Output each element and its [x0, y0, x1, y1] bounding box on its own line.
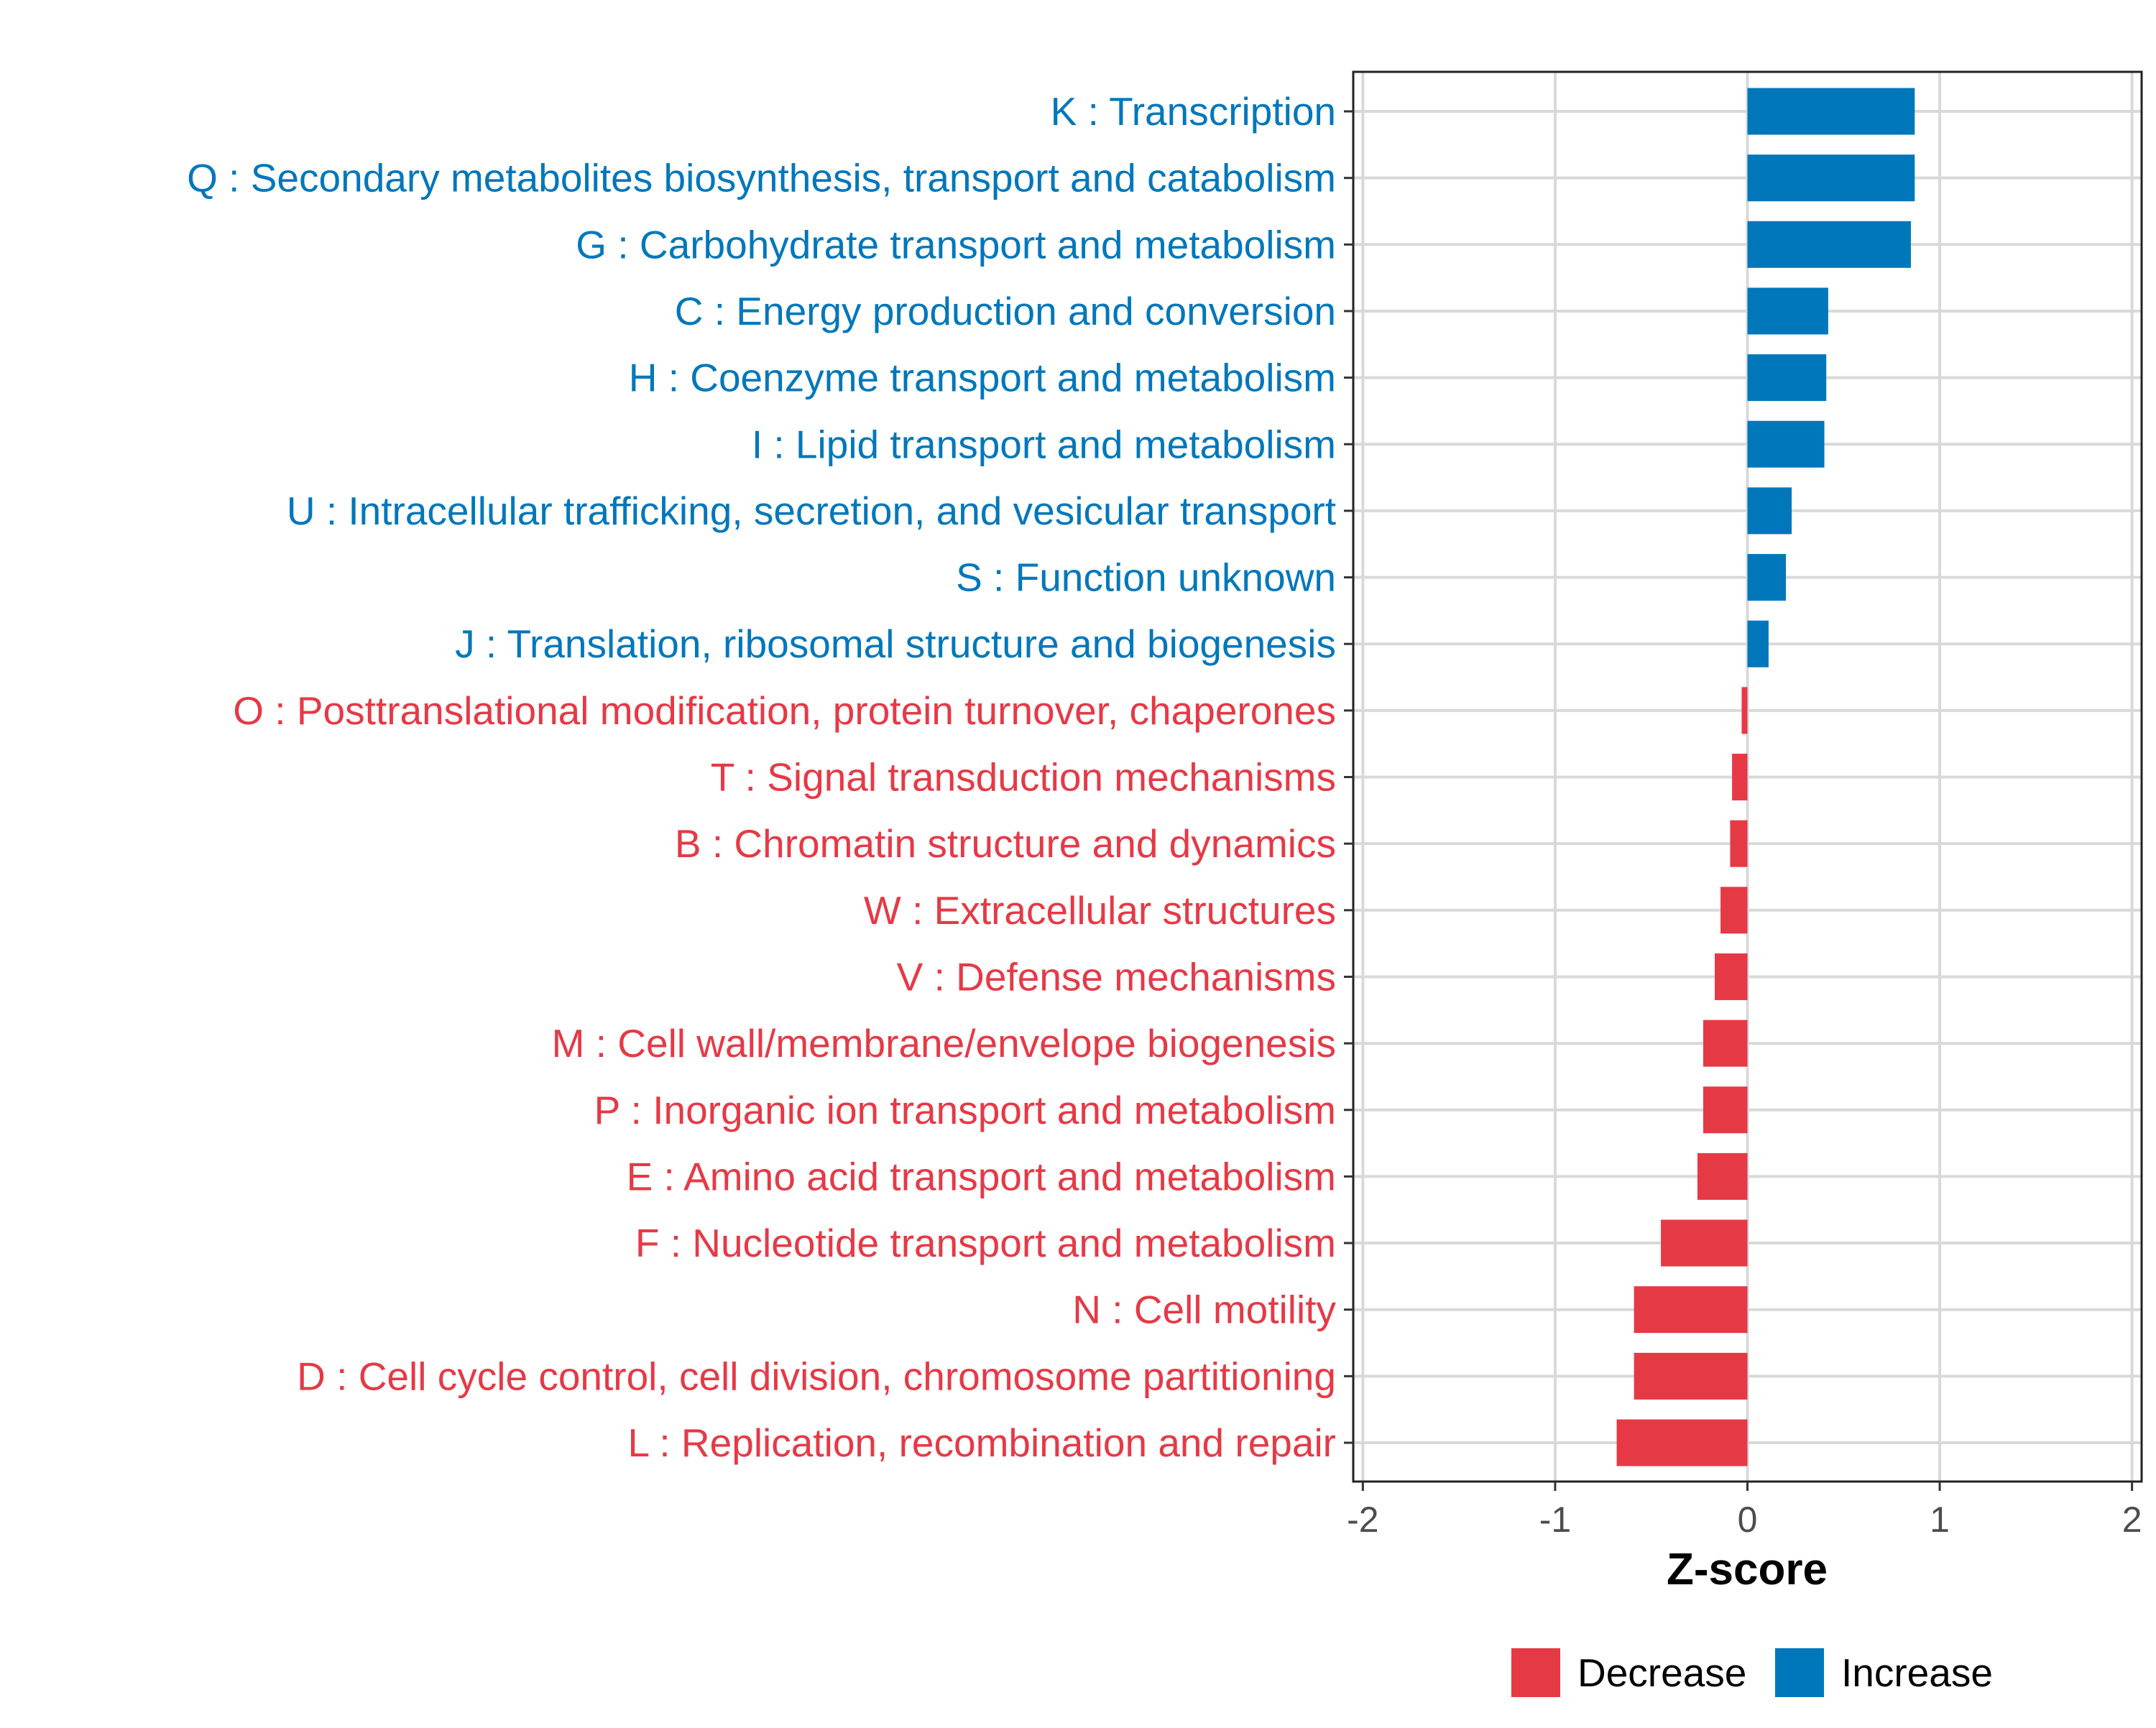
bar[interactable]: [1747, 620, 1769, 667]
y-tick-label: F : Nucleotide transport and metabolism: [635, 1221, 1336, 1265]
bar[interactable]: [1747, 221, 1911, 268]
bar[interactable]: [1747, 420, 1825, 468]
bar[interactable]: [1703, 1020, 1748, 1067]
bar[interactable]: [1661, 1219, 1748, 1267]
bar[interactable]: [1634, 1286, 1748, 1334]
bar[interactable]: [1703, 1086, 1748, 1134]
y-tick-label: C : Energy production and conversion: [675, 289, 1336, 333]
y-tick-label: K : Transcription: [1051, 89, 1336, 134]
legend-swatch: [1511, 1648, 1560, 1697]
y-tick-label: P : Inorganic ion transport and metaboli…: [594, 1088, 1336, 1132]
y-tick-label: N : Cell motility: [1072, 1288, 1336, 1332]
bar[interactable]: [1616, 1419, 1748, 1466]
legend-label: Increase: [1841, 1650, 1993, 1695]
y-tick-label: W : Extracellular structures: [864, 888, 1336, 933]
y-tick-label: S : Function unknown: [956, 555, 1336, 600]
y-tick-label: I : Lipid transport and metabolism: [752, 422, 1336, 466]
y-tick-label: Q : Secondary metabolites biosynthesis, …: [187, 156, 1336, 200]
y-tick-label: M : Cell wall/membrane/envelope biogenes…: [552, 1021, 1336, 1066]
bar[interactable]: [1697, 1152, 1748, 1200]
bar[interactable]: [1720, 887, 1748, 934]
bar[interactable]: [1634, 1352, 1748, 1400]
x-tick-label: -2: [1347, 1500, 1378, 1540]
y-tick-label: G : Carbohydrate transport and metabolis…: [576, 222, 1336, 267]
bar[interactable]: [1747, 554, 1787, 601]
y-tick-label: H : Coenzyme transport and metabolism: [629, 356, 1336, 400]
x-axis-title: Z-score: [1667, 1545, 1828, 1594]
x-tick-label: 0: [1738, 1500, 1758, 1540]
bar[interactable]: [1732, 754, 1748, 800]
y-tick-label: O : Posttranslational modification, prot…: [233, 688, 1336, 733]
bar[interactable]: [1730, 820, 1748, 867]
bar[interactable]: [1741, 687, 1748, 734]
x-axis: -2 -1 0 1 2: [1347, 1482, 2142, 1540]
y-tick-label: E : Amino acid transport and metabolism: [627, 1154, 1336, 1198]
y-tick-label: D : Cell cycle control, cell division, c…: [297, 1354, 1336, 1398]
bar[interactable]: [1747, 154, 1915, 202]
y-tick-label: B : Chromatin structure and dynamics: [675, 821, 1336, 866]
bar[interactable]: [1747, 354, 1827, 402]
bar[interactable]: [1747, 287, 1828, 335]
y-tick-label: U : Intracellular trafficking, secretion…: [287, 489, 1336, 533]
y-axis: K : Transcription Q : Secondary metabolit…: [187, 89, 1353, 1465]
x-tick-label: 1: [1930, 1500, 1950, 1540]
y-tick-label: V : Defense mechanisms: [897, 954, 1336, 999]
bar[interactable]: [1715, 953, 1748, 1000]
legend-label: Decrease: [1577, 1650, 1746, 1695]
bar[interactable]: [1747, 88, 1915, 135]
bar[interactable]: [1747, 487, 1792, 535]
y-tick-label: J : Translation, ribosomal structure and…: [455, 622, 1336, 666]
legend: Decrease Increase: [1511, 1648, 1993, 1697]
bar-layer: [1616, 88, 1915, 1466]
x-tick-label: 2: [2122, 1500, 2142, 1540]
y-tick-label: T : Signal transduction mechanisms: [711, 755, 1336, 800]
y-tick-label: L : Replication, recombination and repai…: [628, 1420, 1336, 1465]
x-tick-label: -1: [1539, 1500, 1571, 1540]
legend-swatch: [1775, 1648, 1824, 1697]
